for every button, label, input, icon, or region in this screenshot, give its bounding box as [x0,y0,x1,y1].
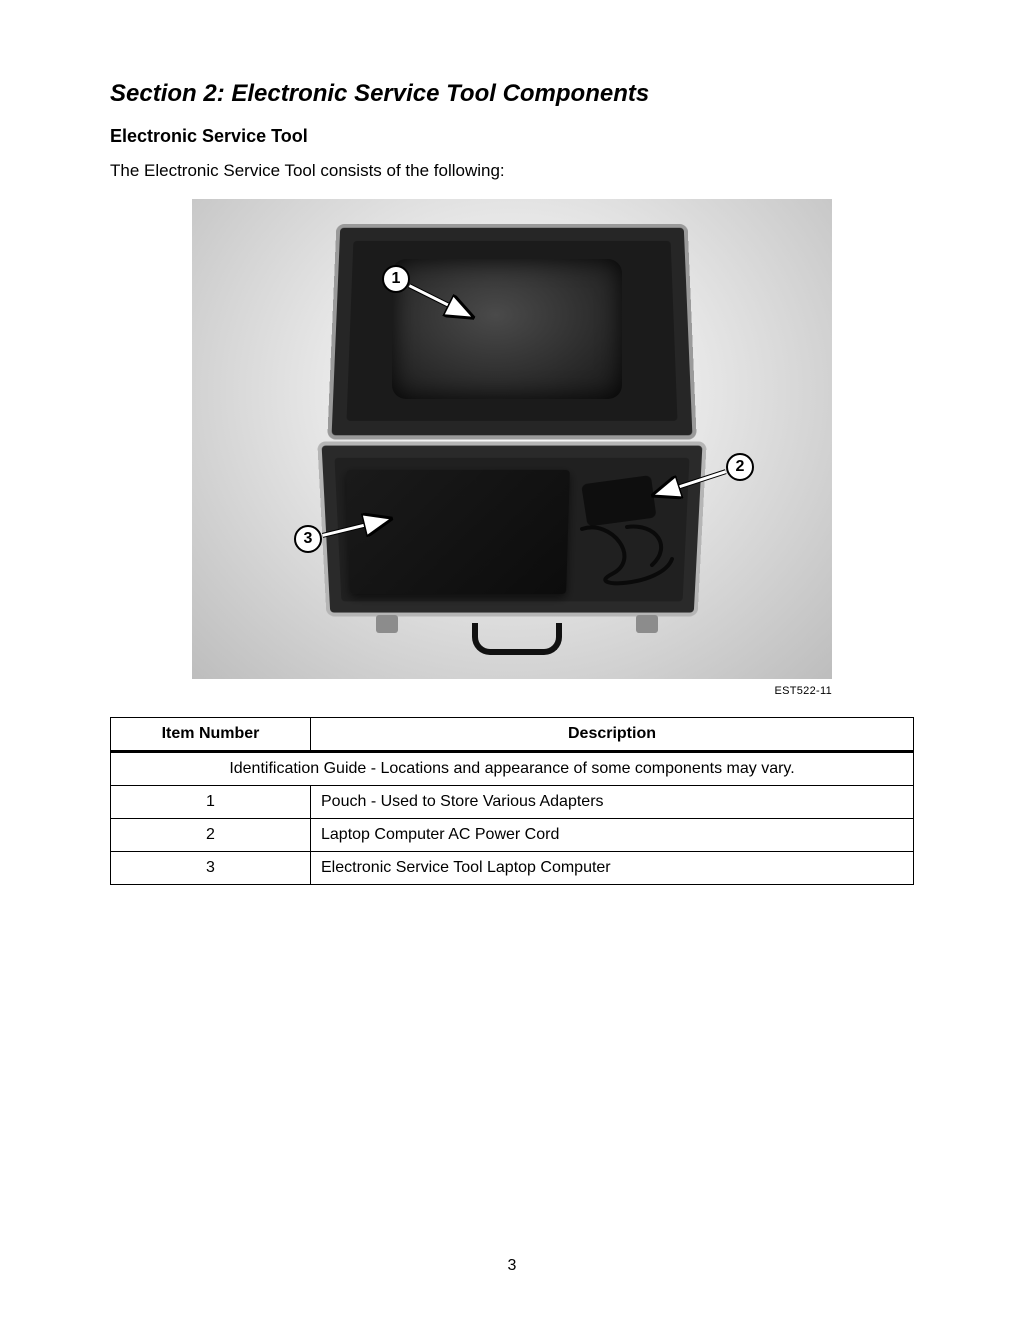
table-cell-item-number: 3 [111,852,311,885]
components-table: Item Number Description Identification G… [110,717,914,885]
figure-reference-id: EST522-11 [192,685,832,697]
table-cell-description: Pouch - Used to Store Various Adapters [311,786,914,819]
intro-paragraph: The Electronic Service Tool consists of … [110,161,914,181]
table-cell-item-number: 2 [111,819,311,852]
table-cell-description: Electronic Service Tool Laptop Computer [311,852,914,885]
callout-bubbles-layer: 1 2 3 [192,199,832,679]
table-row: 1Pouch - Used to Store Various Adapters [111,786,914,819]
table-row: 2Laptop Computer AC Power Cord [111,819,914,852]
components-figure: 1 2 3 [192,199,832,679]
table-header-item-number: Item Number [111,718,311,752]
table-cell-description: Laptop Computer AC Power Cord [311,819,914,852]
callout-bubble: 3 [294,525,322,553]
figure-container: 1 2 3 EST522-11 [110,199,914,717]
subsection-heading: Electronic Service Tool [110,126,914,147]
page-number: 3 [0,1257,1024,1275]
document-page: Section 2: Electronic Service Tool Compo… [0,0,1024,1325]
callout-bubble: 1 [382,265,410,293]
table-cell-item-number: 1 [111,786,311,819]
table-note-row: Identification Guide - Locations and app… [111,752,914,786]
section-title: Section 2: Electronic Service Tool Compo… [110,80,914,108]
table-row: 3Electronic Service Tool Laptop Computer [111,852,914,885]
table-header-description: Description [311,718,914,752]
callout-bubble: 2 [726,453,754,481]
